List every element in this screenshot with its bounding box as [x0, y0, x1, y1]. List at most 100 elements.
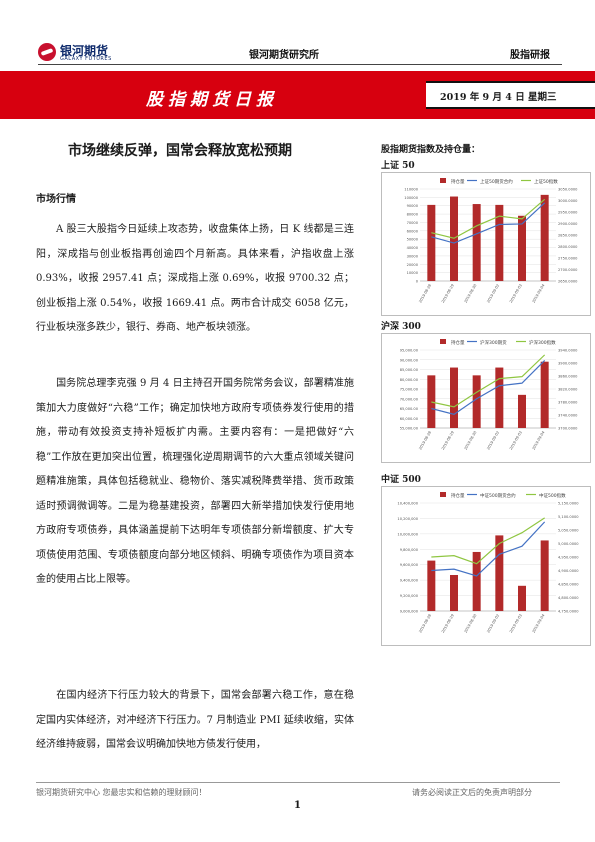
- x-tick-label: 2019-09-04: [532, 430, 546, 451]
- institute-name: 银河期货研究所: [249, 46, 319, 61]
- y-right-tick-label: 4,750.0000: [558, 610, 579, 614]
- y-right-tick-label: 5,050.0000: [558, 529, 579, 533]
- bar-open-interest: [518, 395, 526, 428]
- bar-open-interest: [541, 540, 549, 611]
- x-tick-label: 2019-09-03: [509, 284, 523, 304]
- legend-swatch-0: [440, 492, 446, 497]
- date-box: 2019 年 9 月 4 日 星期三: [426, 81, 595, 109]
- y-left-tick-label: 95,000.00: [400, 349, 419, 353]
- y-right-tick-label: 2700.0000: [558, 268, 578, 272]
- y-left-tick-label: 80000: [407, 213, 419, 217]
- x-tick-label: 2019-09-03: [509, 431, 523, 451]
- bar-open-interest: [541, 362, 549, 428]
- y-left-tick-label: 9,000,000: [400, 610, 419, 614]
- y-left-tick-label: 20000: [407, 263, 419, 267]
- bar-open-interest: [450, 575, 458, 611]
- bar-open-interest: [427, 375, 435, 428]
- legend-label-1: 中证500期货合约: [480, 492, 516, 499]
- y-left-tick-label: 100000: [404, 196, 418, 200]
- footer-slogan: 银河期货研究中心 您最忠实和信赖的理财顾问！: [36, 787, 207, 798]
- line-futures: [431, 522, 544, 576]
- y-left-tick-label: 70,000.00: [400, 397, 419, 401]
- y-right-tick-label: 3700.0000: [558, 427, 578, 431]
- bar-open-interest: [473, 375, 481, 428]
- y-left-tick-label: 90,000.00: [400, 358, 419, 362]
- legend-label-1: 上证50期货合约: [480, 178, 513, 185]
- y-right-tick-label: 3820.0000: [558, 388, 578, 392]
- bar-open-interest: [473, 204, 481, 281]
- y-left-tick-label: 40000: [407, 246, 419, 250]
- paragraph-3-text: 在国内经济下行压力较大的背景下，国常会部署六稳工作，意在稳定国内实体经济，对冲经…: [36, 690, 354, 750]
- bar-open-interest: [427, 205, 435, 281]
- y-right-tick-label: 2800.0000: [558, 245, 578, 249]
- y-right-tick-label: 3740.0000: [558, 414, 578, 418]
- chart-2-title: 沪深 300: [381, 319, 421, 332]
- report-date: 2019 年 9 月 4 日 星期三: [440, 89, 557, 103]
- y-right-tick-label: 2950.0000: [558, 211, 578, 215]
- y-left-tick-label: 90000: [407, 204, 419, 208]
- y-right-tick-label: 5,100.0000: [558, 515, 579, 519]
- x-tick-label: 2019-08-30: [464, 283, 478, 304]
- x-tick-label: 2019-08-29: [441, 613, 455, 634]
- y-right-tick-label: 3940.0000: [558, 349, 578, 353]
- x-tick-label: 2019-09-02: [486, 284, 500, 304]
- y-left-tick-label: 10,000,000: [397, 532, 418, 536]
- legend-label-2: 中证500指数: [539, 492, 566, 499]
- paragraph-1: A 股三大股指今日延续上攻态势，收盘集体上扬，日 K 线都是三连阳，深成指与创业…: [36, 218, 354, 341]
- y-left-tick-label: 0: [416, 280, 419, 284]
- report-category: 股指研报: [510, 46, 550, 61]
- y-left-tick-label: 9,400,000: [400, 579, 419, 583]
- chart-sz50: 持仓量 上证50期货合约 上证50指数 0 10000 20000 30000 40000 50…: [381, 172, 591, 316]
- y-left-tick-label: 110000: [404, 188, 418, 192]
- chart-hs300: 持仓量 沪深300期货 沪深300指数 55,000.00 60,000.00 65,00…: [381, 333, 591, 463]
- line-index: [431, 355, 544, 407]
- legend-label-2: 上证50指数: [534, 178, 558, 185]
- galaxy-futures-logo: 银河期货 GALAXY FUTURES: [38, 42, 128, 64]
- galaxy-logo-icon: [38, 43, 56, 61]
- legend-label-0: 持仓量: [451, 339, 465, 346]
- y-right-tick-label: 3900.0000: [558, 362, 578, 366]
- paragraph-3: 在国内经济下行压力较大的背景下，国常会部署六稳工作，意在稳定国内实体经济，对冲经…: [36, 684, 354, 758]
- x-tick-label: 2019-08-28: [418, 430, 432, 451]
- footer-disclaimer: 请务必阅读正文后的免责声明部分: [412, 787, 532, 798]
- y-left-tick-label: 60000: [407, 229, 419, 233]
- chart-1-title: 上证 50: [381, 158, 415, 171]
- y-right-tick-label: 5,150.0000: [558, 502, 579, 506]
- x-tick-label: 2019-09-04: [532, 613, 546, 634]
- paragraph-2-text: 国务院总理李克强 9 月 4 日主持召开国务院常务会议，部署精准施策加大力度做好…: [36, 378, 354, 585]
- y-left-tick-label: 75,000.00: [400, 388, 419, 392]
- x-tick-label: 2019-08-29: [441, 283, 455, 304]
- chart-zz500: 持仓量 中证500期货合约 中证500指数 9,000,000 9,200,000 9,4…: [381, 486, 591, 646]
- y-right-tick-label: 3000.0000: [558, 199, 578, 203]
- sidebar-title: 股指期货指数及持仓量：: [381, 142, 480, 155]
- legend-swatch-0: [440, 178, 446, 183]
- headline: 市场继续反弹，国常会释放宽松预期: [68, 140, 292, 160]
- y-left-tick-label: 10000: [407, 271, 419, 275]
- bar-open-interest: [541, 195, 549, 281]
- bar-open-interest: [518, 216, 526, 281]
- footer-divider: [36, 782, 560, 783]
- title-banner: 股指期货日报 2019 年 9 月 4 日 星期三: [0, 71, 595, 119]
- x-tick-label: 2019-09-03: [509, 614, 523, 634]
- y-right-tick-label: 2750.0000: [558, 257, 578, 261]
- legend-swatch-0: [440, 339, 446, 344]
- page-header: 银河期货 GALAXY FUTURES 银河期货研究所 股指研报: [0, 0, 595, 66]
- x-tick-label: 2019-08-28: [418, 283, 432, 304]
- y-right-tick-label: 4,800.0000: [558, 596, 579, 600]
- paragraph-2: 国务院总理李克强 9 月 4 日主持召开国务院常务会议，部署精准施策加大力度做好…: [36, 372, 354, 593]
- y-right-tick-label: 2850.0000: [558, 234, 578, 238]
- bar-open-interest: [518, 586, 526, 611]
- y-right-tick-label: 3050.0000: [558, 188, 578, 192]
- y-left-tick-label: 80,000.00: [400, 378, 419, 382]
- y-right-tick-label: 3860.0000: [558, 375, 578, 379]
- y-left-tick-label: 9,200,000: [400, 594, 419, 598]
- chart-3-title: 中证 500: [381, 472, 421, 485]
- y-left-tick-label: 70000: [407, 221, 419, 225]
- y-left-tick-label: 50000: [407, 238, 419, 242]
- x-tick-label: 2019-09-04: [532, 283, 546, 304]
- y-right-tick-label: 3780.0000: [558, 401, 578, 405]
- y-right-tick-label: 4,900.0000: [558, 569, 579, 573]
- x-tick-label: 2019-08-29: [441, 430, 455, 451]
- x-tick-label: 2019-08-30: [464, 613, 478, 634]
- legend-label-2: 沪深300指数: [529, 339, 556, 346]
